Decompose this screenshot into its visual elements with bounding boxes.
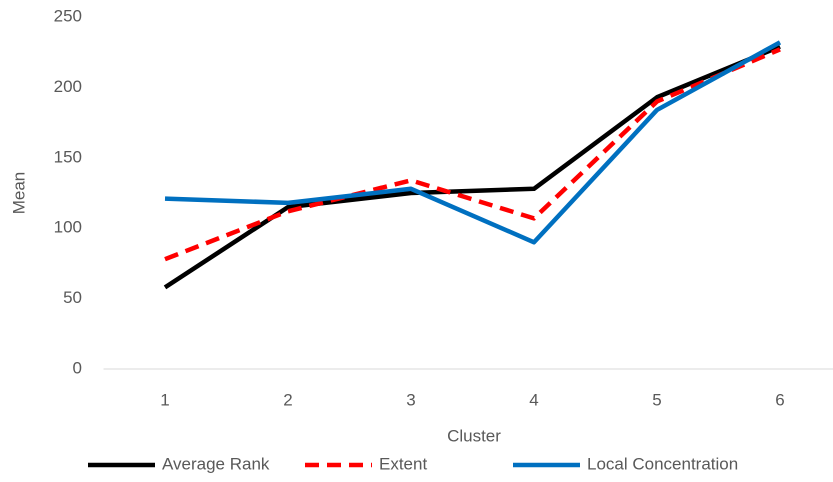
y-tick-label: 50 [63, 288, 82, 307]
x-tick-label: 2 [283, 390, 292, 409]
x-tick-label: 3 [406, 390, 415, 409]
legend-label: Extent [379, 454, 427, 473]
x-axis-title: Cluster [447, 426, 501, 445]
series-line [164, 40, 782, 245]
x-tick-label: 1 [160, 390, 169, 409]
y-tick-label: 150 [54, 147, 82, 166]
legend-label: Average Rank [162, 454, 270, 473]
x-tick-label: 6 [775, 390, 784, 409]
y-tick-label: 100 [54, 218, 82, 237]
y-tick-label: 250 [54, 6, 82, 25]
x-tick-label: 5 [652, 390, 661, 409]
y-tick-label: 200 [54, 77, 82, 96]
y-axis-title: Mean [9, 172, 28, 215]
y-tick-label: 0 [73, 358, 82, 377]
series-line [164, 47, 781, 262]
series-line [163, 44, 781, 290]
x-tick-label: 4 [529, 390, 538, 409]
legend-label: Local Concentration [587, 454, 738, 473]
